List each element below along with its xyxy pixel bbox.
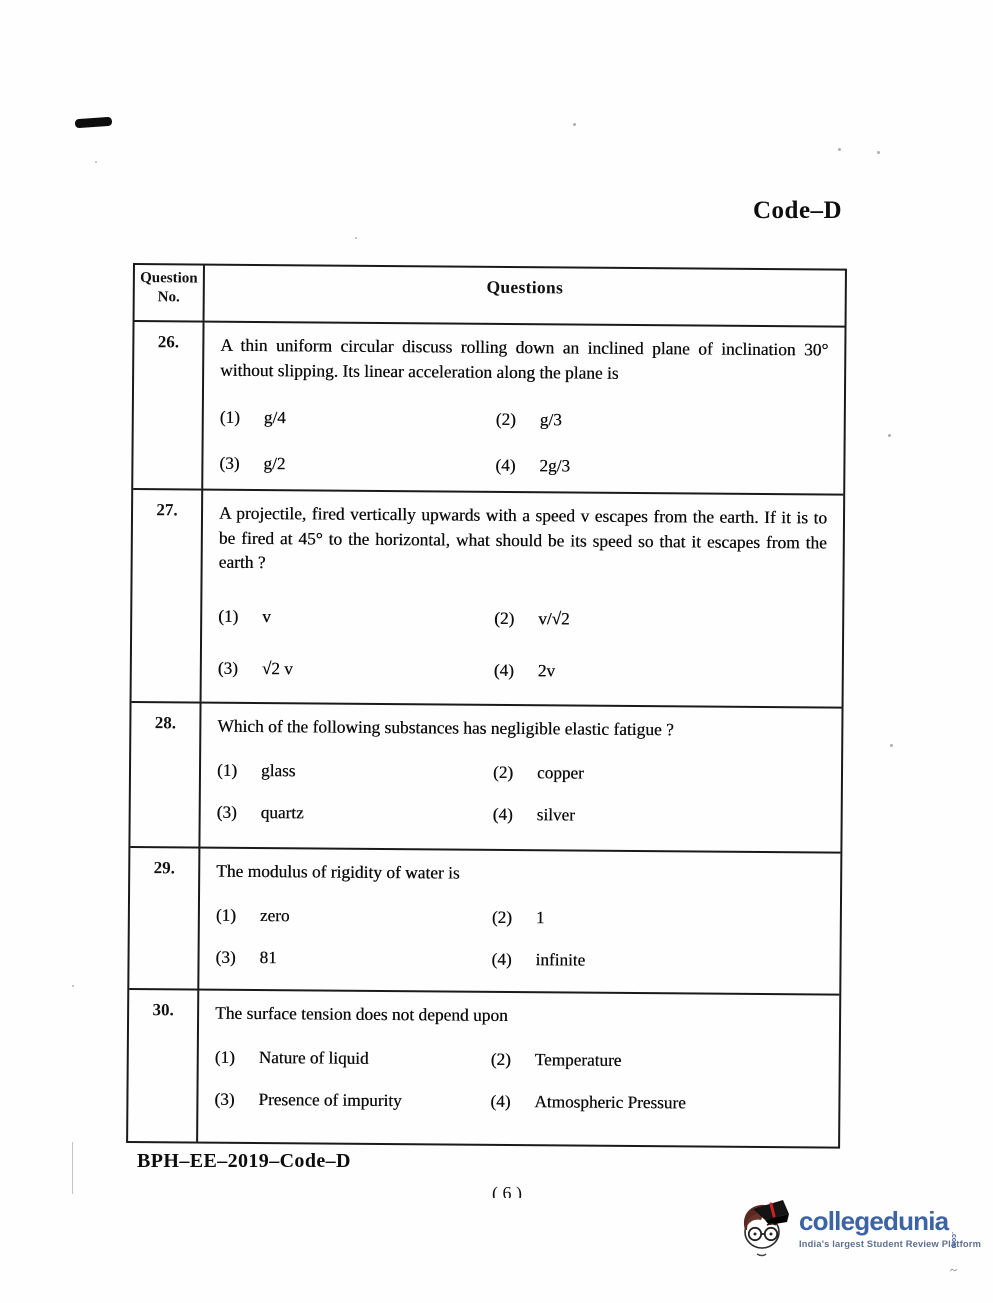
- logo-text-block: collegedunia .com India's largest Studen…: [799, 1192, 981, 1249]
- collegedunia-logo: collegedunia .com India's largest Studen…: [731, 1192, 981, 1262]
- option-row: (1) v (2) v/√2: [218, 607, 826, 632]
- question-cell: The modulus of rigidity of water is (1) …: [199, 849, 840, 994]
- option-number: (1): [216, 760, 238, 780]
- question-number: 27.: [131, 490, 204, 702]
- page-number: ( 6 ): [492, 1183, 522, 1198]
- question-row: 27. A projectile, fired vertically upwar…: [131, 488, 844, 707]
- option-label: 2g/3: [539, 456, 571, 476]
- scan-speck: [95, 161, 97, 163]
- question-number: 28.: [130, 703, 202, 847]
- option-label: Temperature: [534, 1049, 622, 1070]
- brand-tld: .com: [950, 1232, 958, 1249]
- option-number: (2): [494, 608, 515, 629]
- option-number: (1): [214, 1047, 235, 1067]
- option-label: g/2: [263, 454, 286, 474]
- scan-speck: [355, 237, 357, 239]
- option-label: g/3: [539, 410, 562, 430]
- option-label: silver: [536, 804, 575, 825]
- option-number: (2): [492, 762, 514, 782]
- scan-artifact-dash: [74, 116, 113, 129]
- question-table-wrap: Question No. Questions 26. A thin unifor…: [126, 263, 847, 1149]
- option-label: 1: [535, 907, 545, 927]
- option-row: (3) quartz (4) silver: [217, 802, 825, 827]
- scan-speck: [888, 434, 891, 437]
- option-row: (3) √2 v (4) 2v: [218, 659, 826, 684]
- question-text: A thin uniform circular discuss rolling …: [220, 334, 829, 383]
- option-label: zero: [259, 905, 290, 925]
- option-row: (1) zero (2) 1: [216, 905, 824, 930]
- option-number: (1): [219, 408, 240, 428]
- option-number: (1): [215, 905, 237, 925]
- option-label: quartz: [260, 802, 304, 823]
- option-number: (4): [492, 804, 513, 824]
- option-number: (4): [490, 1091, 511, 1111]
- question-table: Question No. Questions 26. A thin unifor…: [126, 263, 847, 1149]
- option-number: (4): [493, 660, 514, 681]
- option-label: Nature of liquid: [258, 1047, 369, 1068]
- option-label: g/4: [263, 408, 286, 428]
- question-row: 28. Which of the following substances ha…: [130, 701, 842, 852]
- option-label: 2v: [537, 661, 556, 681]
- option-label: Atmospheric Pressure: [534, 1091, 686, 1113]
- option-label: infinite: [535, 949, 586, 970]
- option-number: (2): [495, 410, 516, 430]
- footer-exam-code: BPH–EE–2019–Code–D: [137, 1150, 351, 1172]
- question-number: 30.: [128, 989, 200, 1142]
- option-label: v/√2: [538, 609, 570, 629]
- question-cell: Which of the following substances has ne…: [200, 704, 841, 852]
- question-row: 30. The surface tension does not depend …: [128, 987, 840, 1147]
- collegedunia-mascot-icon: [743, 1200, 789, 1257]
- option-row: (1) g/4 (2) g/3: [220, 408, 828, 433]
- header-question-no-line1: Question: [140, 270, 198, 287]
- option-label: √2 v: [261, 659, 293, 679]
- brand-tagline: India's largest Student Review Platform: [799, 1239, 982, 1249]
- scan-speck: [890, 744, 893, 747]
- option-label: Presence of impurity: [258, 1089, 402, 1110]
- scan-speck: [573, 123, 576, 126]
- option-label: glass: [260, 760, 296, 780]
- option-number: (4): [495, 456, 516, 476]
- question-text: The modulus of rigidity of water is: [216, 860, 460, 883]
- question-row: 26. A thin uniform circular discuss roll…: [133, 320, 845, 494]
- scan-speck: [838, 148, 841, 151]
- option-row: (1) Nature of liquid (2) Temperature: [215, 1047, 823, 1072]
- option-number: (2): [491, 907, 512, 927]
- option-row: (3) 81 (4) infinite: [215, 947, 823, 972]
- question-text: A projectile, fired vertically upwards w…: [218, 502, 828, 573]
- header-question-no-line2: No.: [157, 288, 180, 306]
- option-number: (2): [490, 1049, 511, 1069]
- question-cell: A thin uniform circular discuss rolling …: [203, 323, 844, 494]
- option-label: copper: [536, 762, 584, 783]
- option-row: (3) g/2 (4) 2g/3: [219, 454, 827, 479]
- option-number: (3): [215, 947, 236, 967]
- option-number: (3): [216, 802, 237, 822]
- scan-speck: [72, 985, 74, 987]
- question-row: 29. The modulus of rigidity of water is …: [129, 845, 841, 994]
- scan-speck: [877, 151, 880, 154]
- option-number: (3): [217, 658, 238, 678]
- question-text: The surface tension does not depend upon: [215, 1002, 508, 1025]
- option-row: (1) glass (2) copper: [217, 760, 825, 785]
- scan-artifact-line: [72, 1142, 73, 1194]
- brand-text: collegedunia: [799, 1206, 949, 1236]
- option-label: v: [262, 607, 271, 627]
- question-number: 26.: [133, 322, 205, 489]
- table-header-questions: Questions: [486, 276, 564, 298]
- question-number: 29.: [129, 847, 201, 989]
- option-number: (3): [214, 1089, 235, 1109]
- option-number: (3): [219, 454, 240, 474]
- paper-code-label: Code–D: [753, 197, 843, 224]
- question-cell: The surface tension does not depend upon…: [198, 991, 839, 1147]
- option-row: (3) Presence of impurity (4) Atmospheric…: [214, 1089, 822, 1114]
- option-number: (4): [491, 949, 512, 969]
- table-header-row: Question No. Questions: [134, 265, 845, 326]
- scan-artifact-mark: ~: [950, 1262, 958, 1277]
- table-header-question-no: Question No.: [134, 265, 205, 321]
- question-text: Which of the following substances has ne…: [217, 715, 674, 740]
- question-cell: A projectile, fired vertically upwards w…: [202, 491, 844, 707]
- option-label: 81: [259, 947, 277, 967]
- option-number: (1): [218, 606, 239, 626]
